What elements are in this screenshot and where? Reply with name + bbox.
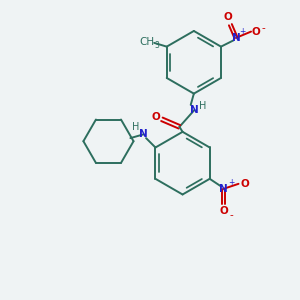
Text: O: O	[240, 179, 249, 189]
Text: H: H	[132, 122, 139, 132]
Text: O: O	[151, 112, 160, 122]
Text: O: O	[252, 27, 260, 37]
Text: 3: 3	[154, 41, 159, 50]
Text: +: +	[239, 27, 245, 36]
Text: H: H	[199, 101, 206, 111]
Text: N: N	[190, 105, 199, 115]
Text: -: -	[230, 210, 233, 220]
Text: O: O	[224, 12, 232, 22]
Text: N: N	[232, 33, 240, 43]
Text: -: -	[262, 23, 266, 33]
Text: N: N	[139, 129, 148, 139]
Text: N: N	[219, 184, 228, 194]
Text: +: +	[228, 178, 234, 187]
Text: CH: CH	[139, 37, 154, 46]
Text: O: O	[219, 206, 228, 216]
